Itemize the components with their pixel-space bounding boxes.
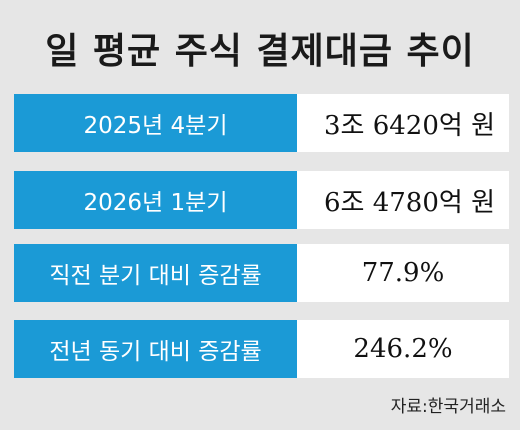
data-row-yoy-change: 전년 동기 대비 증감률 246.2% [14,320,509,378]
row-value: 6조 4780억 원 [297,171,509,229]
data-row-2025-q4: 2025년 4분기 3조 6420억 원 [14,94,509,152]
source-note: 자료:한국거래소 [390,397,506,417]
row-value: 3조 6420억 원 [297,94,509,152]
row-label: 직전 분기 대비 증감률 [14,244,297,302]
row-value: 77.9% [297,244,509,302]
row-label: 2026년 1분기 [14,171,297,229]
row-label: 2025년 4분기 [14,94,297,152]
row-label: 전년 동기 대비 증감률 [14,320,297,378]
data-row-2026-q1: 2026년 1분기 6조 4780억 원 [14,171,509,229]
data-row-qoq-change: 직전 분기 대비 증감률 77.9% [14,244,509,302]
row-value: 246.2% [297,320,509,378]
infographic-title: 일 평균 주식 결제대금 추이 [45,31,475,72]
